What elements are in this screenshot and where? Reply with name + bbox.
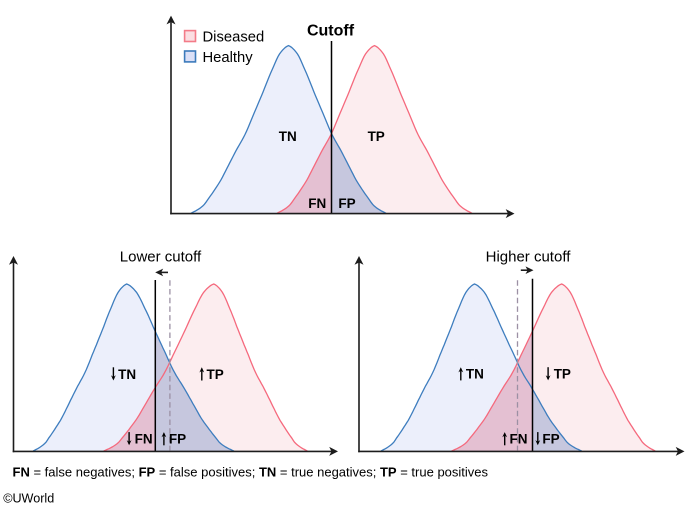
svg-text:Cutoff: Cutoff (307, 22, 355, 39)
svg-text:TN: TN (279, 129, 297, 144)
svg-text:TN: TN (466, 367, 484, 382)
svg-text:Healthy: Healthy (203, 50, 254, 66)
svg-text:©UWorld: ©UWorld (3, 491, 54, 505)
svg-text:FN: FN (308, 196, 326, 211)
svg-text:FN: FN (510, 432, 528, 447)
svg-text:FP: FP (169, 432, 186, 447)
svg-text:FP: FP (338, 196, 355, 211)
svg-text:TP: TP (368, 129, 385, 144)
svg-text:TP: TP (554, 367, 571, 382)
svg-text:Diseased: Diseased (203, 30, 265, 46)
svg-text:FN: FN (135, 432, 153, 447)
svg-text:Lower cutoff: Lower cutoff (120, 249, 202, 266)
svg-text:FN = false negatives; FP = fal: FN = false negatives; FP = false positiv… (13, 465, 489, 480)
svg-text:FP: FP (542, 432, 559, 447)
svg-text:TP: TP (207, 367, 224, 382)
svg-text:Higher cutoff: Higher cutoff (486, 249, 572, 266)
svg-text:TN: TN (118, 367, 136, 382)
